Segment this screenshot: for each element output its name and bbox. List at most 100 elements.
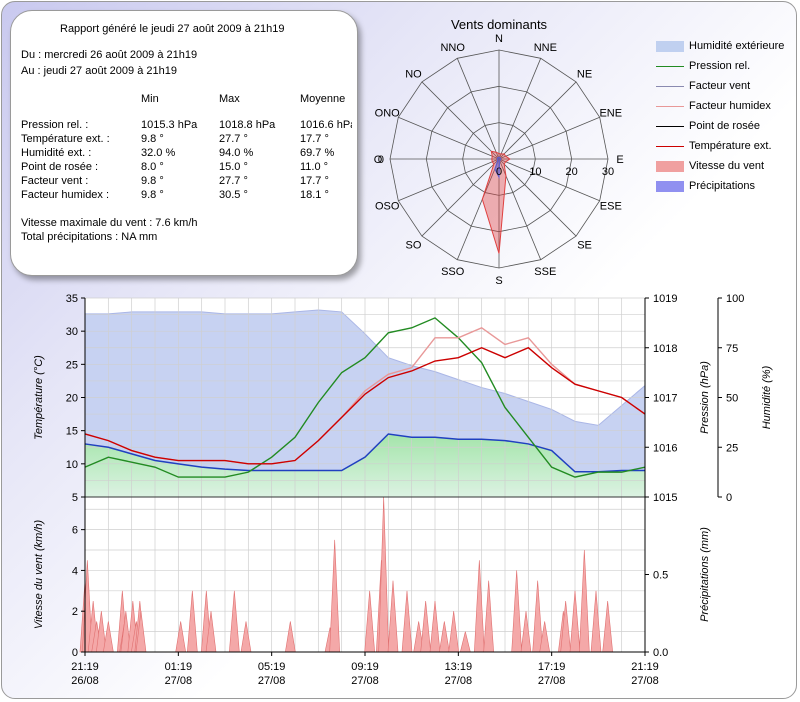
radar-direction-label: NNO — [440, 42, 465, 54]
precip-tick-label: 0.5 — [653, 570, 668, 582]
row-min: 1015.3 hPa — [141, 119, 198, 131]
x-tick-time: 05:19 — [258, 661, 286, 673]
x-tick-time: 01:19 — [165, 661, 193, 673]
report-title: Rapport généré le jeudi 27 août 2009 à 2… — [60, 23, 285, 35]
legend-label: Humidité extérieure — [689, 40, 785, 52]
radar-tick-label: 0 — [496, 166, 502, 178]
x-tick-date: 27/08 — [351, 675, 379, 687]
row-max: 94.0 % — [219, 147, 254, 159]
radar-series-shape — [481, 150, 511, 254]
radar-direction-label: NE — [577, 68, 592, 80]
row-max: 27.7 ° — [219, 175, 248, 187]
y-tick-label: 30 — [66, 326, 78, 338]
x-tick-date: 27/08 — [258, 675, 286, 687]
y-tick-label: 6 — [72, 525, 78, 537]
report-to: Au : jeudi 27 août 2009 à 21h19 — [21, 65, 177, 77]
radar-spoke — [398, 116, 500, 160]
row-avg: 17.7 ° — [300, 175, 329, 187]
series-line — [84, 346, 646, 465]
x-tick-time: 17:19 — [538, 661, 566, 673]
row-label: Température ext. : — [21, 133, 110, 145]
radar-spoke — [421, 158, 500, 237]
row-avg: 11.0 ° — [300, 161, 329, 173]
x-tick-time: 21:19 — [631, 661, 659, 673]
radar-series-shape — [494, 156, 502, 180]
humidity-tick-label: 0 — [726, 492, 732, 504]
legend-swatch — [656, 86, 684, 87]
legend-swatch — [656, 106, 684, 107]
radar-direction-label: ENE — [599, 108, 622, 120]
radar-direction-label: NO — [405, 68, 422, 80]
report-from: Du : mercredi 26 août 2009 à 21h19 — [21, 49, 198, 61]
row-min: 9.8 ° — [141, 175, 164, 187]
precip-axis-title: Précipitations (mm) — [699, 527, 711, 622]
report-panel: Rapport généré le jeudi 27 août 2009 à 2… — [10, 10, 358, 276]
x-tick-date: 27/08 — [538, 675, 566, 687]
radar-tick-label: 20 — [566, 166, 578, 178]
wind-axis-title: Vitesse du vent (km/h) — [33, 520, 45, 630]
max-wind: Vitesse maximale du vent : 7.6 km/h — [21, 217, 198, 229]
row-avg: 1016.6 hPa — [300, 119, 352, 131]
col-header-min: Min — [141, 93, 159, 105]
humidity-tick-label: 75 — [726, 343, 738, 355]
radar-direction-label: NNE — [534, 42, 557, 54]
radar-spoke — [456, 158, 500, 260]
row-max: 1018.8 hPa — [219, 119, 276, 131]
precip-tick-label: 0.0 — [653, 647, 668, 659]
y-tick-label: 20 — [66, 393, 78, 405]
radar-direction-label: S — [495, 275, 502, 287]
radar-spoke — [498, 116, 600, 160]
total-precip: Total précipitations : NA mm — [21, 231, 158, 243]
x-tick-date: 26/08 — [71, 675, 99, 687]
pressure-axis-title: Pression (hPa) — [699, 361, 711, 434]
x-tick-date: 27/08 — [165, 675, 193, 687]
x-tick-time: 21:19 — [71, 661, 99, 673]
humidity-axis-title: Humidité (%) — [761, 365, 773, 429]
wind-radar-chart: Vents dominants N NNE NE ENE E ESE SE SSE S SSO SO… — [374, 17, 624, 287]
y-tick-label: 2 — [72, 606, 78, 618]
humidity-tick-label: 100 — [726, 293, 744, 305]
row-max: 30.5 ° — [219, 189, 248, 201]
legend-label: Vitesse du vent — [689, 160, 765, 172]
series-line — [84, 317, 646, 478]
humidity-tick-label: 50 — [726, 393, 738, 405]
main-charts: 5101520253035101510161017101810190255075… — [33, 293, 773, 687]
radar-tick-label: 0 — [378, 154, 384, 166]
radar-direction-label: SE — [577, 240, 592, 252]
pressure-tick-label: 1015 — [653, 492, 677, 504]
row-label: Humidité ext. : — [21, 147, 92, 159]
radar-tick-label: 10 — [529, 166, 541, 178]
radar-direction-label: SSE — [534, 266, 556, 278]
row-avg: 18.1 ° — [300, 189, 329, 201]
radar-direction-label: OSO — [375, 200, 400, 212]
radar-direction-label: ESE — [600, 200, 622, 212]
y-tick-label: 0 — [72, 647, 78, 659]
legend-label: Température ext. — [689, 140, 772, 152]
pressure-tick-label: 1018 — [653, 343, 677, 355]
radar-spoke — [456, 58, 500, 160]
y-tick-label: 10 — [66, 459, 78, 471]
radar-direction-label: SSO — [441, 266, 465, 278]
radar-spoke — [498, 81, 577, 160]
radar-direction-label: ONO — [375, 108, 401, 120]
radar-spoke — [398, 158, 500, 202]
humidity-tick-label: 25 — [726, 442, 738, 454]
row-min: 9.8 ° — [141, 133, 164, 145]
legend-label: Facteur humidex — [689, 100, 771, 112]
row-label: Facteur humidex : — [21, 189, 110, 201]
legend-label: Point de rosée — [689, 120, 760, 132]
row-avg: 17.7 ° — [300, 133, 329, 145]
pressure-tick-label: 1016 — [653, 442, 677, 454]
radar-spoke — [421, 81, 500, 160]
legend-label: Précipitations — [689, 180, 756, 192]
radar-direction-label: SO — [405, 240, 421, 252]
row-min: 9.8 ° — [141, 189, 164, 201]
legend-swatch — [656, 181, 684, 192]
col-header-max: Max — [219, 93, 240, 105]
radar-tick-label: 30 — [602, 166, 614, 178]
dewpoint-line — [84, 433, 645, 473]
y-tick-label: 5 — [72, 492, 78, 504]
row-label: Pression rel. : — [21, 119, 89, 131]
pressure-tick-label: 1017 — [653, 393, 677, 405]
legend-label: Pression rel. — [689, 60, 751, 72]
